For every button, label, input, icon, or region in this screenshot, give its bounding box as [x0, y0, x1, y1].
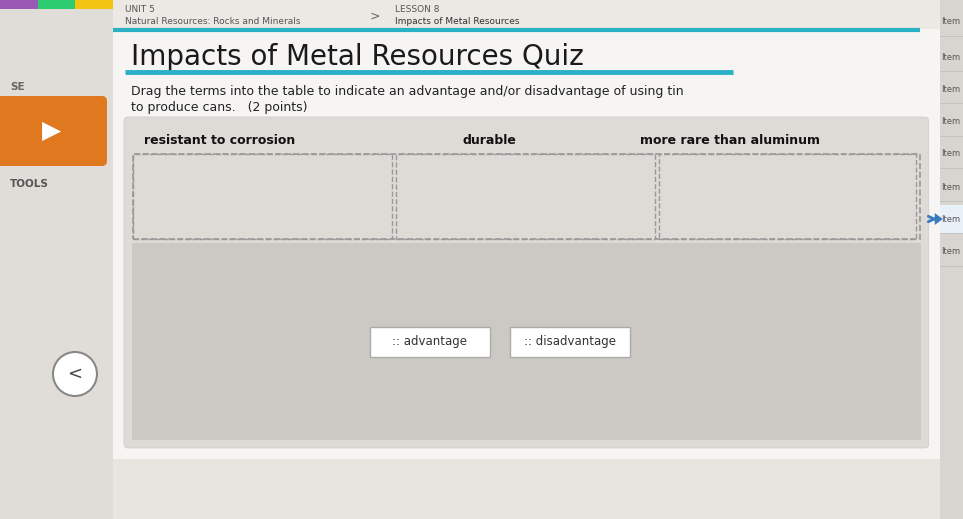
Bar: [940, 205, 963, 233]
Text: :: disadvantage: :: disadvantage: [524, 335, 616, 348]
Text: more rare than aluminum: more rare than aluminum: [639, 134, 820, 147]
Text: >: >: [370, 9, 380, 22]
FancyBboxPatch shape: [124, 117, 928, 448]
Bar: [75, 0, 113, 9]
Bar: [659, 154, 916, 239]
Bar: [509, 326, 630, 357]
Text: Natural Resources: Rocks and Minerals: Natural Resources: Rocks and Minerals: [125, 18, 300, 26]
Bar: [0, 0, 113, 9]
Text: Item: Item: [941, 248, 960, 256]
Text: Item: Item: [941, 117, 960, 127]
FancyBboxPatch shape: [0, 96, 107, 166]
Text: <: <: [67, 365, 83, 383]
Bar: [133, 154, 392, 239]
Bar: [38, 0, 75, 9]
Text: Item: Item: [941, 149, 960, 158]
Text: Impacts of Metal Resources Quiz: Impacts of Metal Resources Quiz: [131, 43, 584, 71]
Text: :: advantage: :: advantage: [392, 335, 467, 348]
Polygon shape: [935, 213, 943, 225]
Circle shape: [53, 352, 97, 396]
Text: Item: Item: [941, 52, 960, 61]
Text: durable: durable: [463, 134, 517, 147]
Text: resistant to corrosion: resistant to corrosion: [144, 134, 296, 147]
Bar: [940, 0, 963, 519]
Text: ▶: ▶: [42, 119, 62, 143]
Text: Drag the terms into the table to indicate an advantage and/or disadvantage of us: Drag the terms into the table to indicat…: [131, 86, 684, 99]
Text: Impacts of Metal Resources: Impacts of Metal Resources: [395, 18, 519, 26]
Text: UNIT 5: UNIT 5: [125, 5, 155, 13]
Text: Item: Item: [941, 85, 960, 93]
Bar: [0, 0, 113, 519]
Bar: [113, 0, 940, 29]
Text: Item: Item: [941, 18, 960, 26]
Text: Item: Item: [941, 183, 960, 192]
Bar: [113, 29, 940, 459]
Text: NE: NE: [10, 96, 26, 106]
Text: Item: Item: [941, 214, 960, 224]
Text: SE: SE: [10, 82, 25, 92]
Text: to produce cans.   (2 points): to produce cans. (2 points): [131, 102, 307, 115]
Bar: [132, 243, 921, 440]
Bar: [133, 154, 920, 239]
Text: TOOLS: TOOLS: [10, 179, 49, 189]
Bar: [396, 154, 655, 239]
Bar: [370, 326, 490, 357]
Text: LESSON 8: LESSON 8: [395, 5, 439, 13]
